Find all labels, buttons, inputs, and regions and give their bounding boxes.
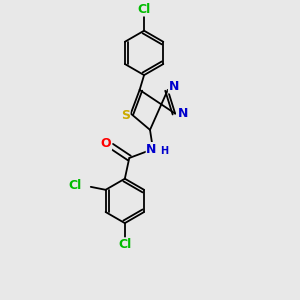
Text: S: S: [121, 109, 130, 122]
Text: N: N: [146, 142, 157, 156]
Text: Cl: Cl: [69, 179, 82, 192]
Text: N: N: [169, 80, 179, 93]
Text: N: N: [177, 107, 188, 120]
Text: Cl: Cl: [137, 3, 151, 16]
Text: Cl: Cl: [118, 238, 131, 251]
Text: H: H: [160, 146, 169, 157]
Text: O: O: [101, 137, 112, 150]
